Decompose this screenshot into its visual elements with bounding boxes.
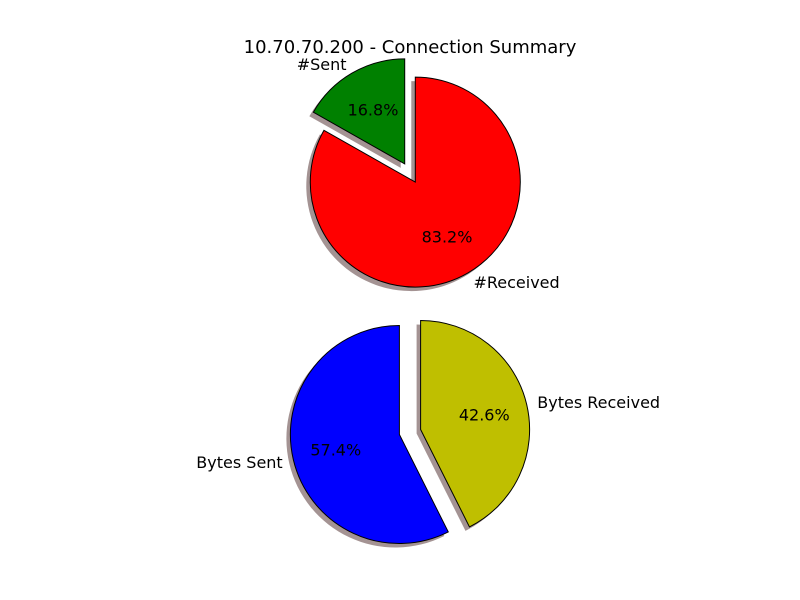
pie-2-label-bytes-sent: Bytes Sent <box>196 453 282 472</box>
pie-1-percent-received: 83.2% <box>422 227 473 246</box>
chart-title: 10.70.70.200 - Connection Summary <box>244 37 577 58</box>
pie-2-slice-bytes-received <box>420 319 531 528</box>
pie-chart-2: 57.4% Bytes Sent 42.6% Bytes Received <box>196 319 660 548</box>
pie-2-slice-bytes-sent <box>289 325 449 545</box>
pie-1-slice-received <box>309 76 521 288</box>
pie-1-label-received: #Received <box>473 273 559 292</box>
pie-1-slice-sent <box>312 58 406 165</box>
pie-2-percent-bytes-received: 42.6% <box>459 405 510 424</box>
pie-1-percent-sent: 16.8% <box>348 101 399 120</box>
pie-1-label-sent: #Sent <box>297 55 347 74</box>
pie-chart-1: 16.8% #Sent 83.2% #Received <box>297 55 560 292</box>
pie-2-label-bytes-received: Bytes Received <box>537 393 660 412</box>
pie-2-percent-bytes-sent: 57.4% <box>310 441 361 460</box>
